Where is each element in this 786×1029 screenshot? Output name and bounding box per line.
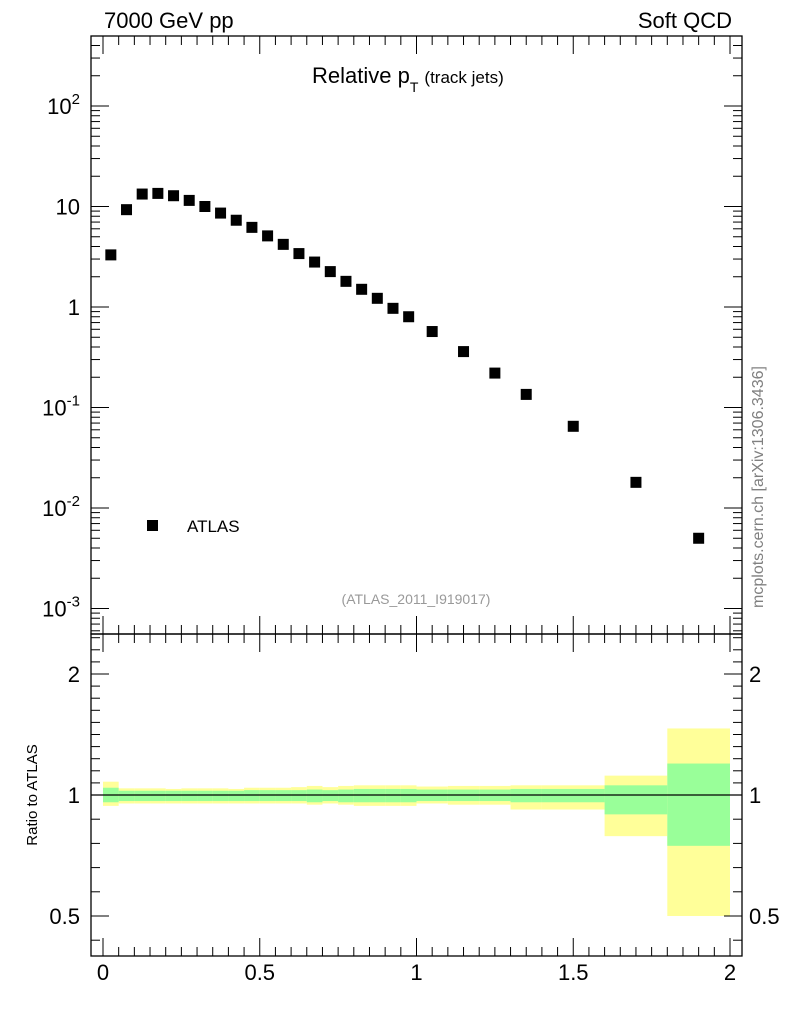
x-tick-label: 0.5 [244,960,275,985]
y-tick-label: 102 [47,91,80,119]
ratio-inner-band [228,790,245,802]
ratio-axis-label: Ratio to ATLAS [24,744,41,845]
data-point [293,248,305,260]
y-tick-label: 10-2 [42,493,80,521]
ratio-inner-band [604,785,668,815]
ratio-y-tick-label-left: 2 [68,662,80,687]
data-point [489,367,501,379]
data-point [136,188,148,200]
data-point [168,190,180,202]
data-point [340,275,352,287]
ratio-inner-band [212,790,229,802]
data-point [324,266,336,278]
ratio-y-tick-label-right: 1 [749,783,761,808]
ratio-inner-band [244,790,260,802]
data-point [152,187,164,199]
plot-title-subscript: T [410,79,419,95]
ratio-inner-band [541,788,605,803]
ratio-inner-band [150,790,166,802]
data-point [262,230,274,242]
ratio-y-tick-label-right: 2 [749,662,761,687]
ratio-inner-band [400,788,417,803]
ratio-y-tick-label-right: 0.5 [749,904,780,929]
data-point [693,532,705,544]
ratio-inner-band [181,790,198,802]
x-tick-label: 1.5 [558,960,589,985]
ratio-bands [91,728,742,916]
ratio-inner-band [259,790,276,802]
ratio-inner-band [306,789,323,803]
ratio-inner-band [134,790,151,802]
ratio-inner-band [338,789,354,803]
data-point [121,204,133,216]
data-point [246,221,258,233]
data-point [230,214,242,226]
side-credit-label: mcplots.cern.ch [arXiv:1306.3436] [750,366,767,608]
data-point [309,256,321,268]
ratio-inner-band [275,790,292,802]
data-point [105,249,117,261]
data-point [387,302,399,314]
ratio-y-tick-label-left: 0.5 [49,904,80,929]
data-point [199,201,211,212]
x-tick-label: 2 [724,960,736,985]
upper-panel-frame [90,35,743,635]
data-point [520,388,532,400]
ratio-inner-band [118,790,135,802]
ratio-inner-band [322,790,339,802]
data-point [458,346,470,358]
data-point [403,311,415,323]
x-tick-label: 1 [410,960,422,985]
data-point [356,283,368,295]
ratio-inner-band [667,763,730,846]
plot-title-main: Relative p [312,63,410,88]
plot-title: Relative pT (track jets) [312,63,504,95]
data-point [183,194,195,206]
data-point [215,207,227,219]
ratio-inner-band [291,790,307,802]
legend-label: ATLAS [187,517,240,536]
analysis-tag: (ATLAS_2011_I919017) [342,591,491,607]
x-tick-label: 0 [97,960,109,985]
y-tick-label: 10-1 [42,393,80,421]
upper-panel-ticks: 10-3 10-2 10-1 1 10 102 [42,36,742,634]
ratio-y-tick-label-left: 1 [68,783,80,808]
ratio-inner-band [385,788,401,803]
data-point [371,292,383,304]
ratio-inner-band [510,788,542,803]
header-left-label: 7000 GeV pp [104,8,234,33]
y-tick-label: 10-3 [42,594,80,622]
upper-panel-data [105,187,705,544]
ratio-inner-band [369,788,386,803]
legend-marker [147,520,158,531]
data-point [630,476,642,488]
y-tick-label: 1 [68,295,80,320]
ratio-inner-band [165,790,182,802]
header-right-label: Soft QCD [638,8,732,33]
plot-title-suffix: (track jets) [424,68,503,87]
data-point [277,238,289,250]
y-tick-label: 10 [56,195,80,220]
ratio-inner-band [197,790,213,802]
lower-panel-ticks: 0 0.5 1 1.5 2 0.5 0.5 1 1 2 2 [49,634,780,985]
data-point [567,420,579,432]
ratio-inner-band [353,788,370,803]
lower-panel-frame [90,633,743,957]
data-point [426,326,438,338]
